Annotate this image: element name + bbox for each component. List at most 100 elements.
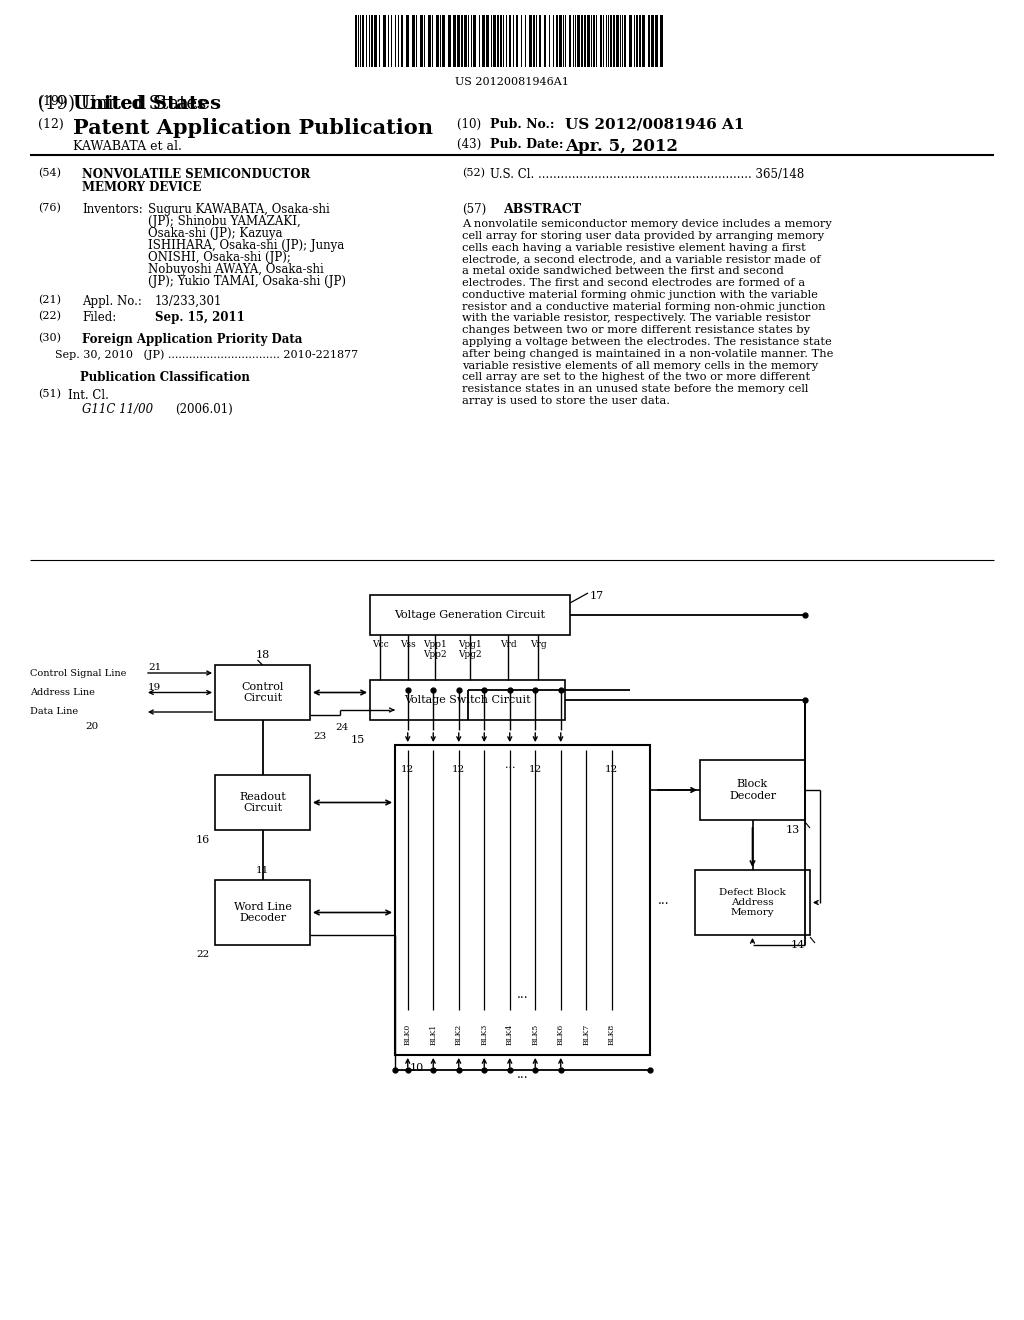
Text: BLK7: BLK7 — [583, 1024, 590, 1045]
Text: Publication Classification: Publication Classification — [80, 371, 250, 384]
Bar — [593, 15, 595, 67]
Bar — [642, 15, 645, 67]
Text: after being changed is maintained in a non-volatile manner. The: after being changed is maintained in a n… — [462, 348, 834, 359]
Bar — [584, 15, 586, 67]
Text: ABSTRACT: ABSTRACT — [503, 203, 581, 216]
Bar — [442, 15, 445, 67]
Bar — [639, 15, 641, 67]
Text: U.S. Cl. ......................................................... 365/148: U.S. Cl. ...............................… — [490, 168, 804, 181]
Bar — [636, 15, 638, 67]
Text: BLK4: BLK4 — [506, 1024, 514, 1045]
Bar — [655, 15, 658, 67]
Bar — [374, 15, 377, 67]
Bar — [457, 15, 460, 67]
Text: 21: 21 — [148, 663, 161, 672]
Bar — [215, 880, 310, 945]
Text: Block
Decoder: Block Decoder — [729, 779, 776, 801]
Text: Voltage Generation Circuit: Voltage Generation Circuit — [394, 610, 546, 620]
Text: 22: 22 — [197, 950, 210, 960]
Text: Osaka-shi (JP); Kazuya: Osaka-shi (JP); Kazuya — [148, 227, 283, 240]
Bar — [587, 15, 590, 67]
Text: 23: 23 — [313, 733, 327, 741]
Text: Control Signal Line: Control Signal Line — [30, 668, 126, 677]
Text: ...: ... — [517, 989, 528, 1002]
Text: 15: 15 — [351, 735, 365, 744]
Bar — [610, 15, 612, 67]
Bar — [695, 870, 810, 935]
Text: (54): (54) — [38, 168, 61, 178]
Bar — [395, 744, 650, 1055]
Bar — [473, 15, 476, 67]
Text: Nobuyoshi AWAYA, Osaka-shi: Nobuyoshi AWAYA, Osaka-shi — [148, 263, 324, 276]
Text: A nonvolatile semiconductor memory device includes a memory: A nonvolatile semiconductor memory devic… — [462, 219, 831, 228]
Bar — [486, 15, 489, 67]
Text: variable resistive elements of all memory cells in the memory: variable resistive elements of all memor… — [462, 360, 818, 371]
Text: Pub. No.:: Pub. No.: — [490, 117, 555, 131]
Text: (22): (22) — [38, 312, 61, 321]
Bar — [461, 15, 463, 67]
Text: 13/233,301: 13/233,301 — [155, 294, 222, 308]
Text: applying a voltage between the electrodes. The resistance state: applying a voltage between the electrode… — [462, 337, 831, 347]
Text: BLK6: BLK6 — [557, 1024, 565, 1045]
Text: (57): (57) — [462, 203, 486, 216]
Text: 12: 12 — [453, 766, 465, 774]
Text: a metal oxide sandwiched between the first and second: a metal oxide sandwiched between the fir… — [462, 267, 783, 276]
Bar — [556, 15, 558, 67]
Text: ...: ... — [517, 1068, 528, 1081]
Text: (19): (19) — [38, 95, 68, 108]
Bar — [370, 595, 570, 635]
Text: array is used to store the user data.: array is used to store the user data. — [462, 396, 670, 407]
Bar — [406, 15, 409, 67]
Text: Vss: Vss — [400, 640, 416, 649]
Bar — [436, 15, 439, 67]
Text: (JP); Yukio TAMAI, Osaka-shi (JP): (JP); Yukio TAMAI, Osaka-shi (JP) — [148, 275, 346, 288]
Bar — [613, 15, 615, 67]
Text: (51): (51) — [38, 389, 61, 400]
Text: US 2012/0081946 A1: US 2012/0081946 A1 — [565, 117, 744, 132]
Text: Vpp1
Vpp2: Vpp1 Vpp2 — [423, 640, 446, 660]
Bar — [534, 15, 535, 67]
Bar — [544, 15, 546, 67]
Bar — [370, 680, 565, 719]
Text: BLK3: BLK3 — [480, 1023, 488, 1045]
Text: Sep. 30, 2010   (JP) ................................ 2010-221877: Sep. 30, 2010 (JP) .....................… — [55, 348, 358, 359]
Text: Readout
Circuit: Readout Circuit — [240, 792, 286, 813]
Text: cells each having a variable resistive element having a first: cells each having a variable resistive e… — [462, 243, 806, 252]
Text: Data Line: Data Line — [30, 708, 78, 717]
Text: BLK5: BLK5 — [531, 1024, 540, 1045]
Text: Patent Application Publication: Patent Application Publication — [73, 117, 433, 139]
Bar — [569, 15, 571, 67]
Text: ISHIHARA, Osaka-shi (JP); Junya: ISHIHARA, Osaka-shi (JP); Junya — [148, 239, 344, 252]
Bar — [497, 15, 499, 67]
Text: Filed:: Filed: — [82, 312, 117, 323]
Text: Vrg: Vrg — [529, 640, 547, 649]
Text: (30): (30) — [38, 333, 61, 343]
Text: resistor and a conductive material forming non-ohmic junction: resistor and a conductive material formi… — [462, 301, 825, 312]
Text: ...: ... — [658, 894, 670, 907]
Bar — [493, 15, 496, 67]
Text: Foreign Application Priority Data: Foreign Application Priority Data — [82, 333, 302, 346]
Text: Sep. 15, 2011: Sep. 15, 2011 — [155, 312, 245, 323]
Bar — [428, 15, 431, 67]
Text: with the variable resistor, respectively. The variable resistor: with the variable resistor, respectively… — [462, 313, 810, 323]
Text: 19: 19 — [148, 684, 161, 693]
Bar — [383, 15, 386, 67]
Text: cell array are set to the highest of the two or more different: cell array are set to the highest of the… — [462, 372, 810, 383]
Bar — [529, 15, 532, 67]
Bar — [624, 15, 626, 67]
Text: conductive material forming ohmic junction with the variable: conductive material forming ohmic juncti… — [462, 290, 818, 300]
Text: electrodes. The first and second electrodes are formed of a: electrodes. The first and second electro… — [462, 279, 805, 288]
Bar — [215, 775, 310, 830]
Text: 11: 11 — [256, 866, 269, 875]
Text: US 20120081946A1: US 20120081946A1 — [455, 77, 569, 87]
Bar — [482, 15, 485, 67]
Text: (21): (21) — [38, 294, 61, 305]
Bar — [577, 15, 580, 67]
Text: BLK1: BLK1 — [429, 1024, 437, 1045]
Text: 16: 16 — [196, 836, 210, 845]
Bar — [509, 15, 511, 67]
Text: 13: 13 — [785, 825, 800, 836]
Text: 24: 24 — [335, 723, 348, 733]
Bar — [464, 15, 467, 67]
Text: (76): (76) — [38, 203, 60, 214]
